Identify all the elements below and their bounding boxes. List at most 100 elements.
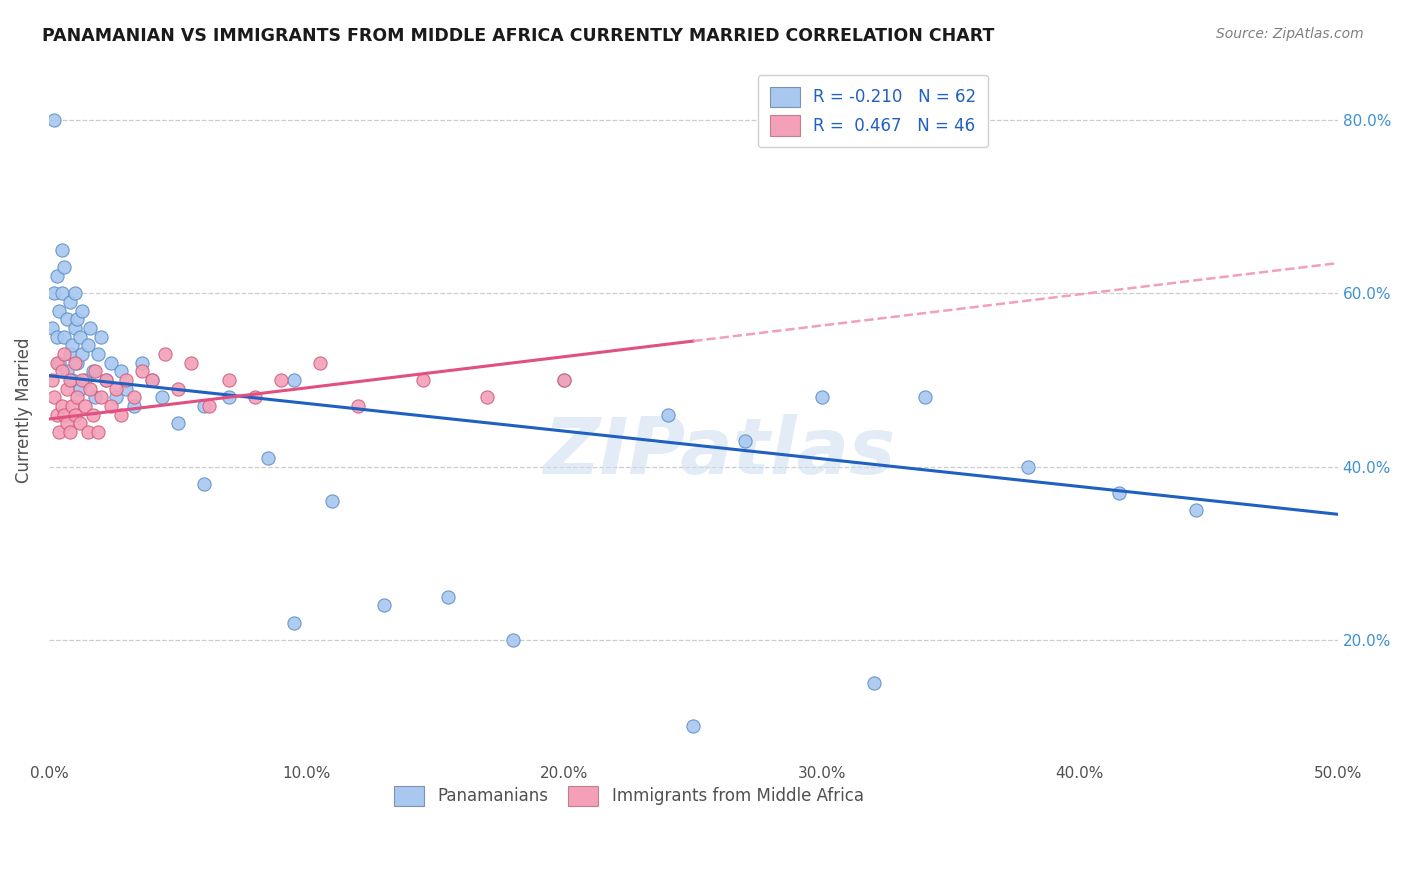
Point bbox=[437, 590, 460, 604]
Point bbox=[58, 347, 80, 361]
Point bbox=[41, 373, 63, 387]
Point bbox=[69, 417, 91, 431]
Point bbox=[41, 321, 63, 335]
Point bbox=[56, 312, 79, 326]
Point bbox=[321, 494, 343, 508]
Point bbox=[87, 425, 110, 439]
Point bbox=[42, 113, 65, 128]
Point bbox=[218, 373, 240, 387]
Text: PANAMANIAN VS IMMIGRANTS FROM MIDDLE AFRICA CURRENTLY MARRIED CORRELATION CHART: PANAMANIAN VS IMMIGRANTS FROM MIDDLE AFR… bbox=[42, 27, 994, 45]
Point bbox=[73, 399, 96, 413]
Point bbox=[283, 373, 305, 387]
Point bbox=[94, 373, 117, 387]
Point bbox=[84, 364, 107, 378]
Point bbox=[72, 303, 94, 318]
Point bbox=[811, 390, 834, 404]
Point bbox=[45, 269, 67, 284]
Point bbox=[45, 408, 67, 422]
Point bbox=[110, 408, 132, 422]
Point bbox=[657, 408, 679, 422]
Point bbox=[48, 303, 70, 318]
Point bbox=[100, 356, 122, 370]
Point bbox=[412, 373, 434, 387]
Point bbox=[283, 615, 305, 630]
Point bbox=[58, 425, 80, 439]
Point bbox=[58, 295, 80, 310]
Point bbox=[51, 286, 73, 301]
Point bbox=[56, 417, 79, 431]
Point bbox=[553, 373, 575, 387]
Point bbox=[51, 364, 73, 378]
Point bbox=[63, 286, 86, 301]
Point bbox=[82, 364, 104, 378]
Point bbox=[141, 373, 163, 387]
Point bbox=[84, 390, 107, 404]
Point bbox=[66, 312, 89, 326]
Point bbox=[257, 450, 280, 465]
Point bbox=[141, 373, 163, 387]
Point bbox=[131, 364, 153, 378]
Point bbox=[79, 321, 101, 335]
Text: Source: ZipAtlas.com: Source: ZipAtlas.com bbox=[1216, 27, 1364, 41]
Point bbox=[150, 390, 173, 404]
Point bbox=[166, 417, 188, 431]
Point bbox=[734, 434, 756, 448]
Point bbox=[63, 356, 86, 370]
Point bbox=[115, 382, 138, 396]
Point bbox=[180, 356, 202, 370]
Point bbox=[76, 425, 98, 439]
Point bbox=[110, 364, 132, 378]
Point bbox=[218, 390, 240, 404]
Point bbox=[60, 399, 83, 413]
Point bbox=[89, 390, 111, 404]
Point bbox=[1017, 459, 1039, 474]
Point bbox=[79, 382, 101, 396]
Point bbox=[373, 598, 395, 612]
Point bbox=[66, 390, 89, 404]
Point bbox=[87, 347, 110, 361]
Point bbox=[48, 356, 70, 370]
Point bbox=[60, 338, 83, 352]
Legend: Panamanians, Immigrants from Middle Africa: Panamanians, Immigrants from Middle Afri… bbox=[384, 775, 873, 816]
Point bbox=[69, 382, 91, 396]
Point bbox=[682, 719, 704, 733]
Point bbox=[1185, 503, 1208, 517]
Point bbox=[475, 390, 498, 404]
Point bbox=[347, 399, 370, 413]
Point bbox=[553, 373, 575, 387]
Point bbox=[122, 390, 145, 404]
Point bbox=[1108, 485, 1130, 500]
Point bbox=[45, 329, 67, 343]
Point bbox=[53, 408, 76, 422]
Point bbox=[51, 399, 73, 413]
Point bbox=[89, 329, 111, 343]
Point bbox=[193, 399, 215, 413]
Point bbox=[56, 364, 79, 378]
Point bbox=[82, 408, 104, 422]
Point bbox=[193, 477, 215, 491]
Point bbox=[100, 399, 122, 413]
Point bbox=[270, 373, 292, 387]
Point bbox=[72, 373, 94, 387]
Point bbox=[48, 425, 70, 439]
Point bbox=[53, 329, 76, 343]
Point bbox=[63, 408, 86, 422]
Point bbox=[115, 373, 138, 387]
Point bbox=[42, 390, 65, 404]
Point bbox=[53, 260, 76, 275]
Point bbox=[53, 347, 76, 361]
Point bbox=[66, 356, 89, 370]
Point bbox=[104, 382, 127, 396]
Point bbox=[63, 321, 86, 335]
Point bbox=[502, 632, 524, 647]
Y-axis label: Currently Married: Currently Married bbox=[15, 337, 32, 483]
Point bbox=[94, 373, 117, 387]
Point bbox=[56, 382, 79, 396]
Point bbox=[197, 399, 219, 413]
Point bbox=[153, 347, 176, 361]
Point bbox=[72, 347, 94, 361]
Point bbox=[76, 338, 98, 352]
Point bbox=[122, 399, 145, 413]
Point bbox=[914, 390, 936, 404]
Point bbox=[58, 373, 80, 387]
